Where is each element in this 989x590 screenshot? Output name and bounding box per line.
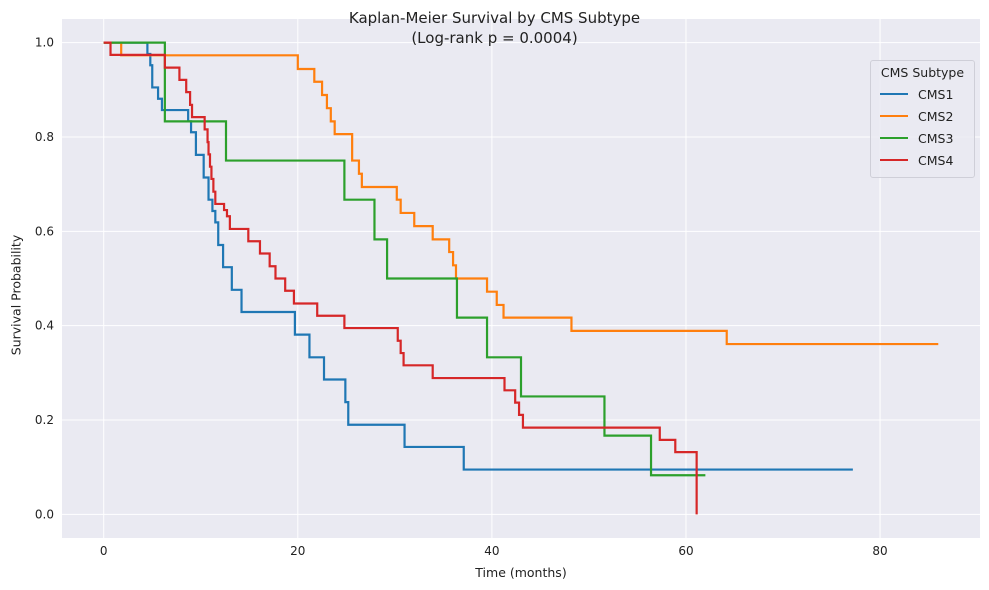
- tick-labels: 0 20 40 60 80 0.0 0.2 0.4 0.6 0.8 1.0: [35, 36, 888, 558]
- legend-item-cms3: CMS3: [871, 127, 974, 149]
- legend-item-cms1: CMS1: [871, 83, 974, 105]
- legend-label-cms1: CMS1: [918, 86, 954, 102]
- legend-label-cms3: CMS3: [918, 130, 954, 146]
- legend: CMS Subtype CMS1 CMS2 CMS3 CMS4: [870, 60, 975, 178]
- legend-swatch-cms3: [880, 137, 908, 139]
- legend-swatch-cms1: [880, 93, 908, 95]
- survival-curves: [103, 41, 939, 515]
- chart-subtitle: (Log-rank p = 0.0004): [411, 29, 578, 47]
- series-line-cms2: [103, 41, 939, 346]
- y-tick-label: 0.0: [35, 507, 54, 521]
- legend-label-cms4: CMS4: [918, 152, 954, 168]
- legend-label-cms2: CMS2: [918, 108, 954, 124]
- chart-title: Kaplan-Meier Survival by CMS Subtype: [348, 9, 641, 27]
- y-tick-label: 0.6: [35, 224, 54, 238]
- x-tick-label: 80: [872, 544, 887, 558]
- y-tick-label: 0.2: [35, 413, 54, 427]
- legend-title: CMS Subtype: [880, 65, 965, 80]
- series-line-cms3: [103, 41, 706, 477]
- y-tick-label: 0.4: [35, 319, 54, 333]
- legend-item-cms4: CMS4: [871, 149, 974, 171]
- legend-item-cms2: CMS2: [871, 105, 974, 127]
- series-line-cms4: [103, 41, 698, 515]
- legend-swatch-cms4: [880, 159, 908, 161]
- plot-background: [62, 19, 980, 538]
- x-tick-label: 0: [100, 544, 108, 558]
- grid: [62, 19, 980, 538]
- x-tick-label: 20: [290, 544, 305, 558]
- series-line-cms1: [103, 41, 853, 471]
- y-tick-label: 0.8: [35, 130, 54, 144]
- y-axis-label: Survival Probability: [8, 234, 24, 356]
- x-axis-label: Time (months): [475, 565, 567, 580]
- legend-swatch-cms2: [880, 115, 908, 117]
- x-tick-label: 40: [484, 544, 499, 558]
- x-tick-label: 60: [678, 544, 693, 558]
- y-tick-label: 1.0: [35, 36, 54, 50]
